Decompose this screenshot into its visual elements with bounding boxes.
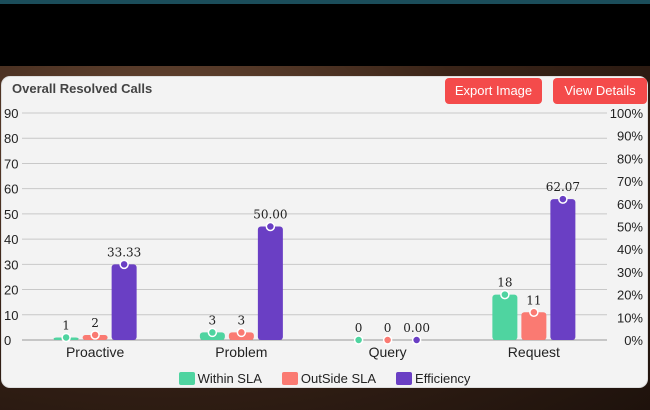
x-category-label: Query [369, 344, 407, 360]
data-label: 50.00 [253, 208, 287, 222]
data-label: 18 [497, 276, 512, 290]
y-right-tick-label: 100% [610, 106, 644, 121]
y-left-tick-label: 70 [4, 156, 18, 171]
legend-item-efficiency[interactable]: Efficiency [396, 368, 470, 388]
y-left-tick-label: 90 [4, 106, 18, 121]
y-left-tick-label: 50 [4, 207, 18, 222]
data-label: 3 [209, 313, 217, 327]
data-point-marker [207, 327, 218, 338]
y-right-tick-label: 50% [617, 220, 643, 235]
y-right-tick-label: 90% [617, 129, 643, 144]
view-details-button[interactable]: View Details [553, 78, 647, 104]
y-right-tick-label: 70% [617, 174, 643, 189]
data-point-marker [236, 327, 247, 338]
y-left-tick-label: 20 [4, 283, 18, 298]
y-right-tick-label: 0% [624, 333, 643, 348]
legend-label-within-sla: Within SLA [197, 370, 262, 386]
data-point-marker [61, 332, 71, 343]
x-category-label: Request [508, 344, 560, 360]
bar-within-sla [492, 294, 518, 340]
data-label: 1 [62, 318, 70, 332]
data-label: 2 [91, 316, 99, 330]
y-left-tick-label: 10 [4, 308, 18, 323]
data-label: 3 [238, 313, 246, 327]
data-label: 0 [355, 321, 363, 335]
data-label: 0.00 [403, 321, 430, 335]
legend-swatch-efficiency [396, 371, 413, 385]
y-right-tick-label: 20% [617, 288, 643, 303]
y-right-tick-label: 30% [617, 265, 643, 280]
resolved-calls-chart: 01020304050607080900%10%20%30%40%50%60%7… [4, 106, 644, 360]
legend-swatch-within-sla [178, 371, 195, 385]
bar-efficiency [257, 226, 283, 340]
x-category-label: Problem [215, 344, 267, 360]
y-right-tick-label: 10% [617, 310, 643, 325]
y-left-tick-label: 40 [4, 232, 18, 247]
y-left-tick-label: 30 [4, 257, 18, 272]
data-label: 33.33 [107, 245, 141, 259]
data-point-marker [265, 221, 276, 232]
data-label: 62.07 [546, 180, 580, 194]
data-point-marker [529, 307, 539, 318]
legend-swatch-outside-sla [281, 371, 298, 385]
data-point-marker [119, 259, 129, 270]
y-left-tick-label: 0 [4, 333, 11, 348]
data-point-marker [353, 335, 364, 345]
card-title: Overall Resolved Calls [12, 81, 153, 96]
data-label: 11 [526, 293, 541, 307]
data-point-marker [411, 335, 422, 345]
y-right-tick-label: 60% [617, 197, 643, 212]
chart-legend: Within SLA OutSide SLA Efficiency [2, 368, 647, 388]
legend-label-outside-sla: OutSide SLA [300, 370, 377, 386]
legend-label-efficiency: Efficiency [415, 370, 471, 386]
bar-efficiency [111, 264, 137, 340]
y-left-tick-label: 80 [4, 131, 18, 146]
x-category-label: Proactive [66, 344, 125, 360]
data-label: 0 [384, 321, 392, 335]
y-right-tick-label: 40% [617, 242, 643, 257]
top-strip [0, 0, 650, 4]
data-point-marker [500, 289, 510, 300]
data-point-marker [558, 194, 568, 204]
data-point-marker [90, 330, 100, 340]
export-image-button[interactable]: Export Image [445, 78, 542, 104]
chart-card: Overall Resolved Calls Export Image View… [2, 77, 647, 387]
bar-efficiency [550, 199, 576, 340]
bar-outside-sla [521, 312, 547, 340]
legend-item-within-sla[interactable]: Within SLA [178, 368, 262, 388]
y-left-tick-label: 60 [4, 182, 18, 197]
legend-item-outside-sla[interactable]: OutSide SLA [281, 368, 377, 388]
data-point-marker [382, 335, 393, 345]
y-right-tick-label: 80% [617, 151, 643, 166]
